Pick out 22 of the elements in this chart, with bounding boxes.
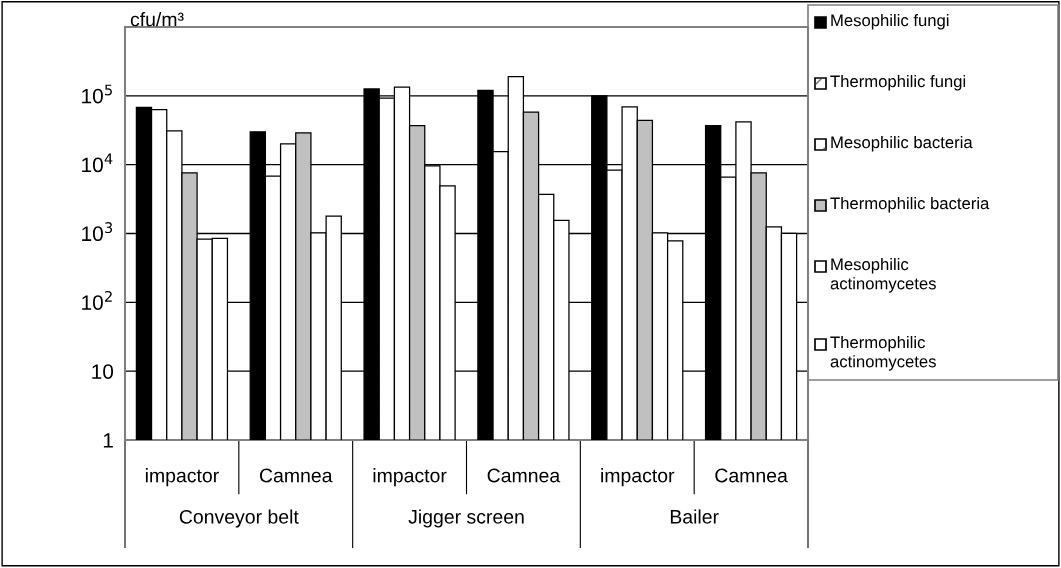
x-tick-label: impactor	[373, 468, 447, 487]
y-tick-label: 10$^{2}$	[82, 290, 112, 310]
x-tick-label: impactor	[601, 468, 675, 487]
x-tick-label: impactor	[145, 468, 219, 487]
legend-label: Mesophilic fungi	[831, 14, 949, 30]
x-tick-label: Camnea	[259, 468, 333, 483]
legend-label: Mesophilic actinomycetes	[830, 258, 936, 293]
y-tick-label: 10	[92, 364, 114, 379]
legend-label: Mesophilic bacteria	[831, 136, 973, 152]
y-tick-label: 10$^{5}$	[82, 84, 112, 104]
x-tick-label: Camnea	[487, 468, 561, 483]
text: Bailer	[670, 509, 719, 524]
y-tick-label: 10$^{4}$	[82, 153, 113, 173]
y-axis-title: cfu/m³	[130, 12, 184, 27]
legend-label: Thermophilic actinomycetes	[830, 336, 936, 371]
y-tick-label: 10$^{3}$	[82, 222, 113, 242]
text: Conveyor belt	[179, 509, 299, 528]
x-tick-label: Camnea	[715, 468, 788, 483]
y-tick-label: 1	[103, 433, 113, 448]
text: Jigger screen	[408, 509, 524, 528]
legend-label: Thermophilic fungi	[830, 75, 966, 91]
legend-label: Thermophilic bacteria	[830, 197, 990, 213]
